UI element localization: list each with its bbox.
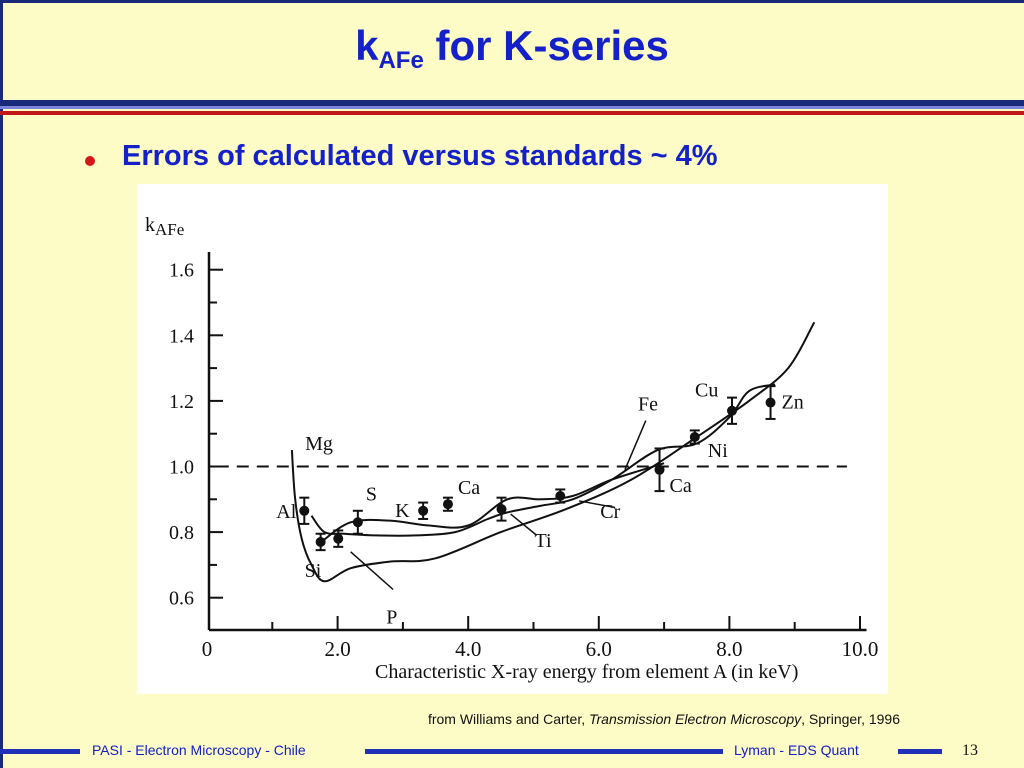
x-tick-label: 4.0 xyxy=(455,637,481,661)
slide-frame-top xyxy=(0,0,1024,3)
y-tick-label: 1.2 xyxy=(169,391,194,413)
y-tick-label: 0.6 xyxy=(169,588,194,610)
leader-line xyxy=(510,513,538,536)
page-number: 13 xyxy=(962,742,978,759)
title-rest: for K-series xyxy=(423,22,669,69)
slide-title: kAFe for K-series xyxy=(0,22,1024,75)
citation-prefix: from Williams and Carter, xyxy=(427,711,589,727)
data-point-ca xyxy=(442,499,453,510)
point-label-si: Si xyxy=(305,560,322,582)
point-label-zn: Zn xyxy=(782,392,804,414)
x-tick-label: 8.0 xyxy=(716,637,742,661)
points-group xyxy=(299,385,776,552)
title-rule-dark xyxy=(0,100,1024,106)
leader-line xyxy=(350,551,394,591)
y-axis-label-main: k xyxy=(145,214,155,236)
y-tick-label: 1.6 xyxy=(169,260,194,282)
data-point-s xyxy=(352,517,363,528)
y-tick-label: 0.8 xyxy=(169,522,194,544)
title-subscript: AFe xyxy=(378,47,424,74)
slide-footer: PASI - Electron Microscopy - Chile Lyman… xyxy=(0,740,1024,762)
point-label-k: K xyxy=(395,500,410,522)
leader-line-fe xyxy=(624,420,647,471)
title-k: k xyxy=(355,22,379,69)
data-point-ni xyxy=(689,431,700,442)
x-tick-label: 2.0 xyxy=(324,637,350,661)
point-label-cu: Cu xyxy=(695,380,718,402)
footer-left-text: PASI - Electron Microscopy - Chile xyxy=(92,742,306,758)
title-rule-light xyxy=(0,106,1024,109)
data-point-zn xyxy=(765,397,776,408)
chart-panel: 0.6 0.8 1.0 1.2 1.4 1.6 0 2.0 4.0 6.0 8.0 10.0 Al Si… xyxy=(137,184,888,694)
citation-suffix: , Springer, 1996 xyxy=(801,711,900,727)
footer-right-text: Lyman - EDS Quant xyxy=(734,742,859,758)
curve-mg xyxy=(290,321,816,583)
point-label-p: P xyxy=(386,607,397,629)
title-rule-red xyxy=(0,111,1024,115)
curve-s xyxy=(320,462,665,543)
kafe-chart: 0.6 0.8 1.0 1.2 1.4 1.6 0 2.0 4.0 6.0 8.0 10.0 Al Si… xyxy=(145,214,878,683)
footer-rule-3 xyxy=(898,749,942,754)
slide-frame-left xyxy=(0,0,3,768)
point-label-ti: Ti xyxy=(535,530,553,552)
footer-rule-2 xyxy=(365,749,723,754)
point-label-ni: Ni xyxy=(708,440,728,462)
citation: from Williams and Carter, Transmission E… xyxy=(0,711,900,727)
bullet-text: Errors of calculated versus standards ~ … xyxy=(122,140,718,172)
data-point-p xyxy=(333,533,344,544)
annotation-fe: Fe xyxy=(638,394,658,416)
leader-line xyxy=(579,500,616,509)
bullet-dot xyxy=(85,156,95,166)
curves-group xyxy=(290,321,816,583)
labels-group: Al Si P SK Ca Ti Cr Ca Ni Cu Zn Mg Fe xyxy=(276,380,803,629)
y-tick-label: 1.0 xyxy=(169,457,194,479)
data-point-cu xyxy=(727,405,738,416)
x-tick-label: 0 xyxy=(202,637,213,661)
data-point-ti xyxy=(496,504,507,515)
annotation-mg: Mg xyxy=(305,433,333,455)
citation-book-title: Transmission Electron Microscopy xyxy=(589,711,802,727)
curve-al xyxy=(310,383,776,537)
data-point-si xyxy=(315,536,326,547)
data-point-k xyxy=(418,505,429,516)
x-tick-label: 6.0 xyxy=(586,637,612,661)
x-tick-label: 10.0 xyxy=(842,637,879,661)
footer-rule-1 xyxy=(0,749,80,754)
y-axis-label: kAFe xyxy=(145,214,184,239)
data-point-al xyxy=(299,505,310,516)
point-label-al: Al xyxy=(276,501,296,523)
data-point-cr xyxy=(555,491,566,502)
point-label-cr: Cr xyxy=(600,501,620,523)
point-label-ca: Ca xyxy=(458,477,480,499)
y-tick-label: 1.4 xyxy=(169,325,194,347)
point-label-ca: Ca xyxy=(670,475,692,497)
data-point-ca xyxy=(654,464,665,475)
x-axis-label: Characteristic X-ray energy from element… xyxy=(375,661,798,683)
chart-axes: 0.6 0.8 1.0 1.2 1.4 1.6 0 2.0 4.0 6.0 8.0 10.0 xyxy=(169,252,878,661)
point-label-s: S xyxy=(366,483,377,505)
y-axis-label-sub: AFe xyxy=(155,220,184,239)
